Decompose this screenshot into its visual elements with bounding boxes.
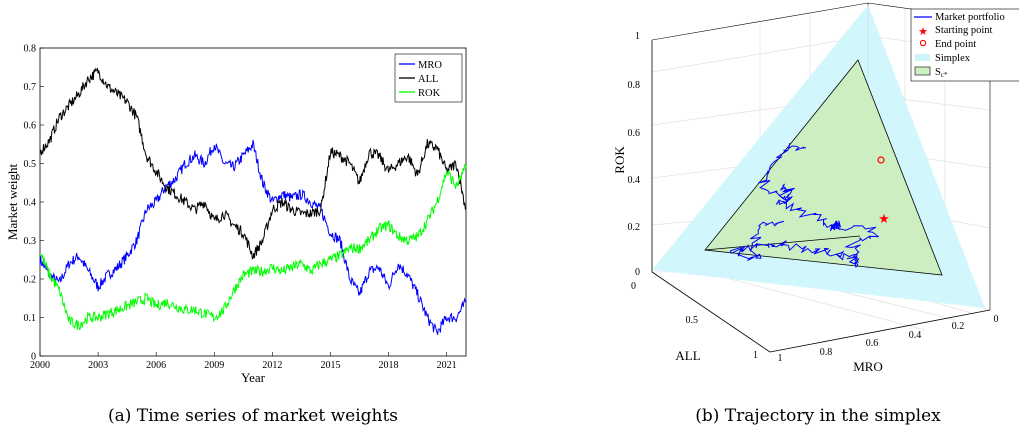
left-series-lines	[39, 67, 467, 335]
y-tick-label: 0.7	[24, 82, 37, 93]
x-tick-label: 2006	[146, 360, 166, 371]
rok-tick-label: 1	[635, 31, 640, 42]
right-legend: Market portfolio ★ Starting point End po…	[910, 8, 1019, 82]
all-ticks: 0 0.5 1	[631, 281, 758, 361]
x-tick-label: 2021	[437, 360, 457, 371]
legend-label-mro: MRO	[418, 60, 442, 71]
simplex-3d-chart: ★ 1 0.8 0.6 0.4 0.2 0 ROK 0 0.5 1 ALL 1 …	[612, 2, 1019, 374]
y-tick-label: 0.6	[24, 121, 37, 132]
caption-right: (b) Trajectory in the simplex	[695, 406, 941, 426]
mro-tick-label: 0.2	[952, 321, 965, 332]
time-series-chart: 2000 2003 2006 2009 2012 2015 2018 2021 0 0.1 0.2…	[5, 44, 467, 385]
y-tick-label: 0.5	[24, 159, 37, 170]
rok-ticks: 1 0.8 0.6 0.4 0.2 0	[628, 31, 641, 278]
mro-tick-label: 0	[994, 314, 999, 325]
y-tick-label: 0.4	[24, 198, 37, 209]
legend-label-starting-point: Starting point	[935, 25, 993, 36]
legend-circle-icon	[919, 39, 927, 47]
legend-label-all: ALL	[418, 74, 438, 85]
rok-tick-label: 0.6	[628, 128, 641, 139]
y-tick-label: 0.1	[24, 313, 37, 324]
all-axis-label: ALL	[675, 348, 700, 363]
mro-axis-label: MRO	[853, 359, 883, 374]
caption-left: (a) Time series of market weights	[108, 406, 398, 426]
left-y-axis-label: Market weight	[5, 164, 20, 241]
left-legend: MRO ALL ROK	[394, 53, 463, 103]
x-tick-label: 2009	[204, 360, 224, 371]
y-tick-label: 0.2	[24, 275, 37, 286]
all-tick-label: 1	[753, 350, 758, 361]
rok-axis-label: ROK	[612, 146, 627, 174]
legend-sc-swatch	[914, 66, 931, 76]
x-tick-label: 2015	[320, 360, 340, 371]
sc-star-triangle	[704, 59, 943, 276]
left-y-ticks: 0 0.1 0.2 0.3 0.4 0.5 0.6 0.7 0.8	[24, 44, 44, 363]
x-tick-label: 2012	[262, 360, 282, 371]
rok-tick-label: 0.2	[628, 222, 641, 233]
x-tick-label: 2003	[88, 360, 108, 371]
series-line-all	[39, 67, 467, 260]
all-tick-label: 0	[631, 281, 636, 292]
y-tick-label: 0.8	[24, 44, 37, 55]
legend-label-rok: ROK	[418, 88, 441, 99]
rok-tick-label: 0.8	[628, 80, 641, 91]
legend-label-simplex: Simplex	[935, 53, 971, 64]
mro-tick-label: 0.4	[909, 330, 922, 341]
y-tick-label: 0.3	[24, 236, 37, 247]
legend-star-icon: ★	[918, 25, 928, 38]
mro-tick-label: 0.6	[866, 338, 879, 349]
legend-simplex-swatch	[915, 54, 930, 61]
series-line-rok	[39, 163, 467, 331]
left-x-ticks: 2000 2003 2006 2009 2012 2015 2018 2021	[30, 352, 457, 371]
rok-tick-label: 0.4	[628, 175, 641, 186]
mro-ticks: 1 0.8 0.6 0.4 0.2 0	[778, 314, 999, 364]
all-tick-label: 0.5	[686, 315, 699, 326]
x-tick-label: 2018	[379, 360, 399, 371]
mro-tick-label: 1	[778, 353, 783, 364]
mro-tick-label: 0.8	[820, 347, 833, 358]
legend-label-market-portfolio: Market portfolio	[935, 12, 1005, 23]
all-axis-line	[651, 271, 771, 353]
series-line-mro	[39, 139, 467, 335]
end-point-marker	[877, 156, 885, 164]
rok-tick-label: 0	[635, 267, 640, 278]
legend-label-sc: Sc*	[935, 67, 948, 79]
legend-label-end-point: End point	[935, 39, 976, 50]
left-x-axis-label: Year	[241, 370, 266, 385]
box-edge-top-left	[651, 2, 869, 41]
y-tick-label: 0	[31, 352, 36, 363]
market-portfolio-trajectory	[729, 142, 879, 269]
x-tick-label: 2000	[30, 360, 50, 371]
starting-point-marker: ★	[878, 212, 890, 227]
mro-axis-line	[769, 309, 991, 353]
